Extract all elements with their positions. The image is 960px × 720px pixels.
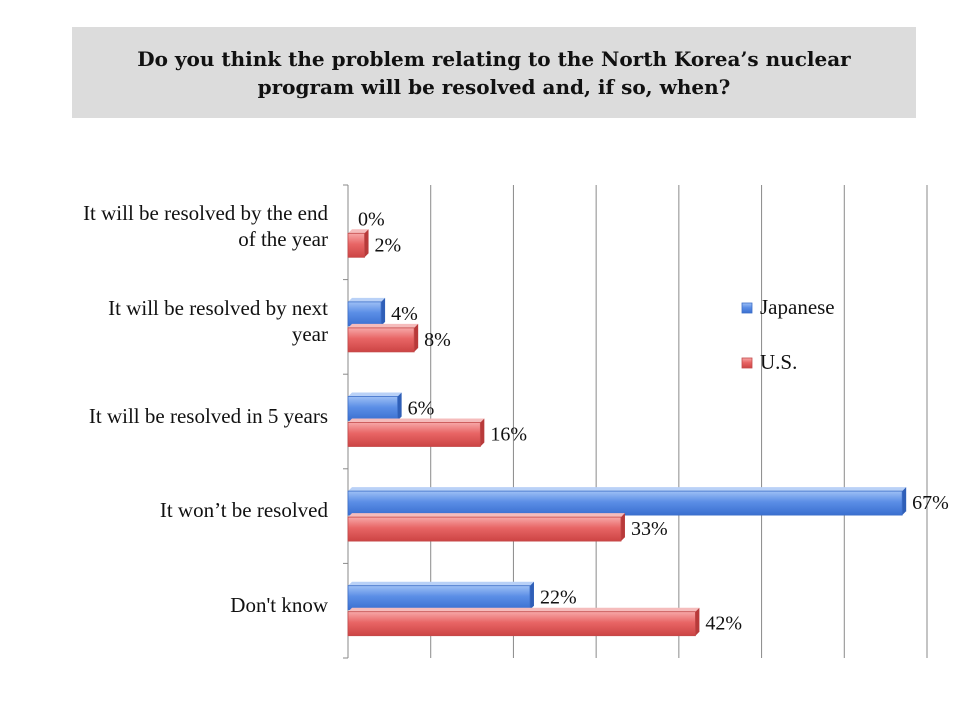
bar-top-face bbox=[348, 418, 485, 423]
data-label: 4% bbox=[391, 303, 418, 325]
data-label: 6% bbox=[408, 398, 435, 420]
legend-label: Japanese bbox=[760, 295, 835, 319]
bar-japanese bbox=[347, 490, 903, 516]
bar-top-face bbox=[348, 487, 907, 492]
bar-u-s bbox=[347, 611, 696, 637]
bar-end-face bbox=[414, 323, 419, 352]
data-label: 16% bbox=[490, 424, 527, 446]
data-label: 8% bbox=[424, 329, 451, 351]
bar-u-s bbox=[347, 327, 415, 353]
bar-japanese bbox=[347, 585, 531, 611]
bar-top-face bbox=[348, 513, 625, 518]
bar-top-face bbox=[348, 229, 369, 234]
bar-end-face bbox=[364, 229, 369, 258]
legend-label: U.S. bbox=[760, 350, 797, 374]
bar-top-face bbox=[348, 581, 534, 586]
bar-top-face bbox=[348, 392, 402, 397]
bar-japanese bbox=[347, 396, 399, 421]
title-box: Do you think the problem relating to the… bbox=[72, 27, 916, 118]
category-label: Don't know bbox=[230, 592, 328, 617]
legend-swatch bbox=[741, 302, 753, 314]
data-label: 67% bbox=[912, 492, 949, 514]
category-label: It won’t be resolved bbox=[159, 498, 328, 523]
legend-swatch bbox=[741, 357, 753, 369]
data-label: 42% bbox=[705, 613, 742, 635]
bar-japanese bbox=[347, 301, 382, 327]
bar-top-face bbox=[348, 297, 386, 302]
category-label: It will be resolved by next year bbox=[108, 295, 328, 346]
bar-top-face bbox=[348, 323, 419, 328]
bar-top-face bbox=[348, 607, 700, 612]
chart-title: Do you think the problem relating to the… bbox=[137, 46, 851, 99]
bar-u-s bbox=[347, 516, 622, 542]
data-label: 2% bbox=[375, 234, 402, 256]
data-label: 0% bbox=[358, 208, 385, 230]
bar-end-face bbox=[381, 297, 386, 326]
bar-end-face bbox=[695, 607, 700, 636]
data-label: 33% bbox=[631, 518, 668, 540]
category-label: It will be resolved in 5 years bbox=[88, 403, 328, 428]
bar-end-face bbox=[620, 513, 625, 542]
data-label: 22% bbox=[540, 587, 577, 609]
bar-u-s bbox=[347, 422, 481, 447]
category-label: It will be resolved by the end of the ye… bbox=[83, 201, 328, 252]
bar-end-face bbox=[397, 392, 402, 421]
bar-u-s bbox=[347, 232, 365, 258]
bar-end-face bbox=[529, 581, 534, 610]
bar-end-face bbox=[902, 487, 907, 516]
bar-end-face bbox=[480, 418, 485, 447]
